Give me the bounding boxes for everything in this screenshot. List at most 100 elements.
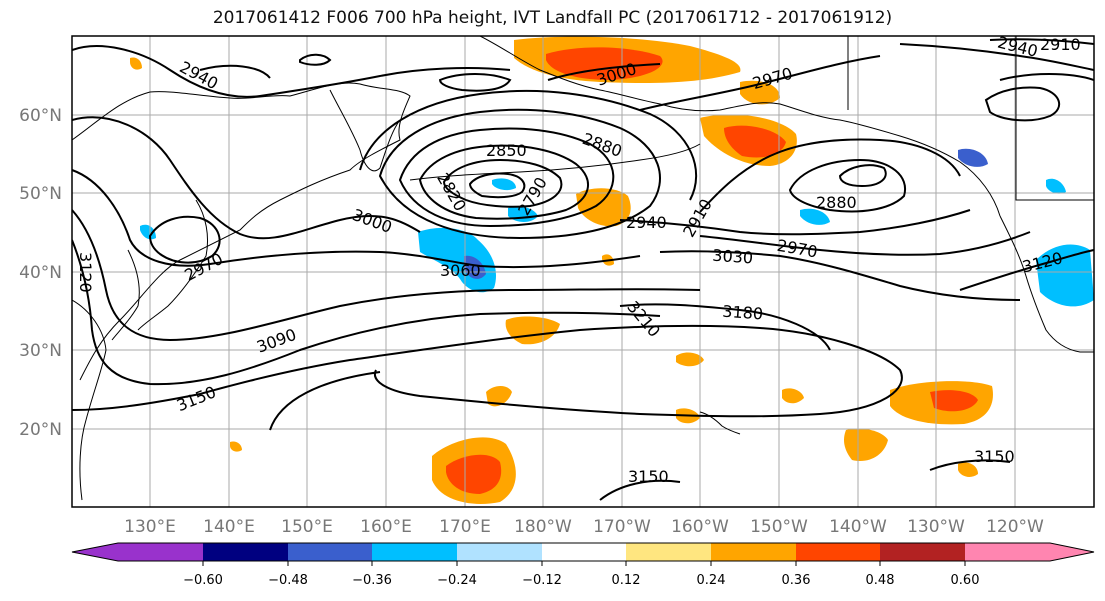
coastline-aleutians (409, 143, 701, 181)
ivt-orange-region-mid (486, 386, 512, 407)
contour-2970-ne (639, 55, 881, 111)
lon-label: 140°E (203, 517, 255, 537)
colorbar-swatch (711, 543, 796, 561)
contour-north-2 (299, 53, 332, 66)
contour-3000-ne (547, 63, 661, 81)
contour-label: 3120 (76, 252, 95, 293)
contour-2940-nw-ring (199, 64, 271, 79)
contour-label: 2850 (486, 141, 527, 160)
contour-label: 2940 (626, 213, 667, 232)
contour-3150-se (929, 459, 1011, 471)
contour-label: 3030 (712, 246, 754, 268)
ivt-orange-region-center (576, 188, 631, 227)
colorbar-swatch (372, 543, 457, 561)
colorbar-tick-label: 0.12 (612, 573, 641, 588)
graticule (72, 36, 1094, 507)
contour-2910-ring (359, 89, 698, 201)
ivt-blue-region-japan (140, 224, 156, 240)
ivt-orange-region-small5 (130, 57, 142, 70)
colorbar-tick-label: −0.12 (522, 573, 562, 588)
ivt-blue-region-bc (1046, 178, 1066, 194)
colorbar-tick-label: −0.48 (268, 573, 308, 588)
colorbar-ticks (202, 561, 966, 566)
contour-3120-e (959, 249, 1094, 291)
lat-label: 50°N (19, 184, 62, 204)
ivt-orange-region-small4 (230, 441, 242, 452)
lat-label: 20°N (19, 420, 62, 440)
contour-2970-e (699, 231, 1031, 256)
colorbar-tick-label: 0.60 (951, 573, 980, 588)
ivt-positive-shading (130, 36, 993, 504)
contour-label: 3180 (722, 302, 764, 324)
contour-low-inner-e (838, 164, 887, 188)
contour-3210 (269, 371, 381, 431)
ivt-blue-region-north (492, 178, 516, 191)
lon-label: 150°W (750, 517, 808, 537)
contour-2970-japan (148, 215, 221, 264)
figure-title: 2017061412 F006 700 hPa height, IVT Land… (212, 8, 893, 28)
colorbar-tick-label: −0.60 (183, 573, 223, 588)
contour-label: 2910 (1040, 35, 1081, 54)
coastline-china (72, 299, 107, 501)
contour-ne-loop (984, 86, 1061, 122)
contour-3150 (72, 324, 903, 418)
lon-label: 140°W (829, 517, 887, 537)
colorbar-swatch (288, 543, 372, 561)
lon-label: 170°E (439, 517, 491, 537)
colorbar-tick-label: 0.36 (782, 573, 811, 588)
colorbar: −0.60 −0.48 −0.36 −0.24 −0.12 0.12 0.24 … (71, 542, 1095, 588)
ivt-orange-region-hawaii (676, 352, 704, 367)
lon-label: 150°E (281, 517, 333, 537)
lat-label: 60°N (19, 106, 62, 126)
contour-2850-low (398, 127, 615, 228)
colorbar-tick-label: 0.48 (866, 573, 895, 588)
lon-label: 180°W (514, 517, 572, 537)
lon-label: 170°W (593, 517, 651, 537)
colorbar-tick-label: −0.36 (352, 573, 392, 588)
coastline-japan (137, 199, 209, 331)
ivt-blue-region-gulf (958, 148, 988, 167)
ivt-red-region-arctic (546, 47, 663, 80)
contour-label: 3150 (974, 447, 1015, 466)
lon-label: 120°W (986, 517, 1044, 537)
contour-2880-low (378, 108, 661, 240)
contour-3090 (72, 209, 701, 342)
contour-3030-e (659, 250, 1021, 301)
colorbar-swatch (457, 543, 542, 561)
map-plot-area: 2940 3000 3060 3090 3150 2970 3120 2850 … (72, 35, 1094, 507)
colorbar-swatch (965, 543, 1050, 561)
contour-3000-w (72, 116, 421, 240)
colorbar-swatch (796, 543, 880, 561)
colorbar-tick-label: 0.24 (697, 573, 726, 588)
colorbar-swatch (118, 543, 203, 561)
colorbar-swatch (542, 543, 626, 561)
contour-north-3 (999, 73, 1094, 81)
colorbar-outline (71, 542, 1095, 562)
contour-2760-low (468, 172, 526, 199)
contour-north-1 (438, 73, 512, 92)
coastline-canada-border (847, 36, 1094, 201)
height-contours (72, 38, 1094, 501)
contour-2880-e (788, 158, 907, 213)
contour-label: 2880 (816, 193, 857, 212)
contour-label: 3060 (440, 261, 481, 280)
contour-2940-ne (899, 43, 1094, 71)
contour-2910-ne (989, 38, 1094, 45)
colorbar-swatch (203, 543, 288, 561)
lon-label: 160°W (671, 517, 729, 537)
colorbar-swatch (880, 543, 965, 561)
ivt-blue-region-westcoast (1036, 244, 1094, 307)
ivt-orange-region-east-small (844, 428, 888, 462)
contour-2820-low (418, 144, 589, 220)
colorbar-swatch (626, 543, 711, 561)
lon-label: 130°W (907, 517, 965, 537)
longitude-labels: 130°E 140°E 150°E 160°E 170°E 180°W 170°… (124, 517, 1044, 537)
latitude-labels: 60°N 50°N 40°N 30°N 20°N (19, 106, 62, 440)
lon-label: 130°E (124, 517, 176, 537)
coastline-hawaii (699, 411, 741, 435)
contour-2790-low (442, 158, 563, 208)
contour-2940-e (619, 209, 971, 236)
coastline-alaska (479, 36, 1001, 217)
contour-3150-s (599, 479, 681, 501)
